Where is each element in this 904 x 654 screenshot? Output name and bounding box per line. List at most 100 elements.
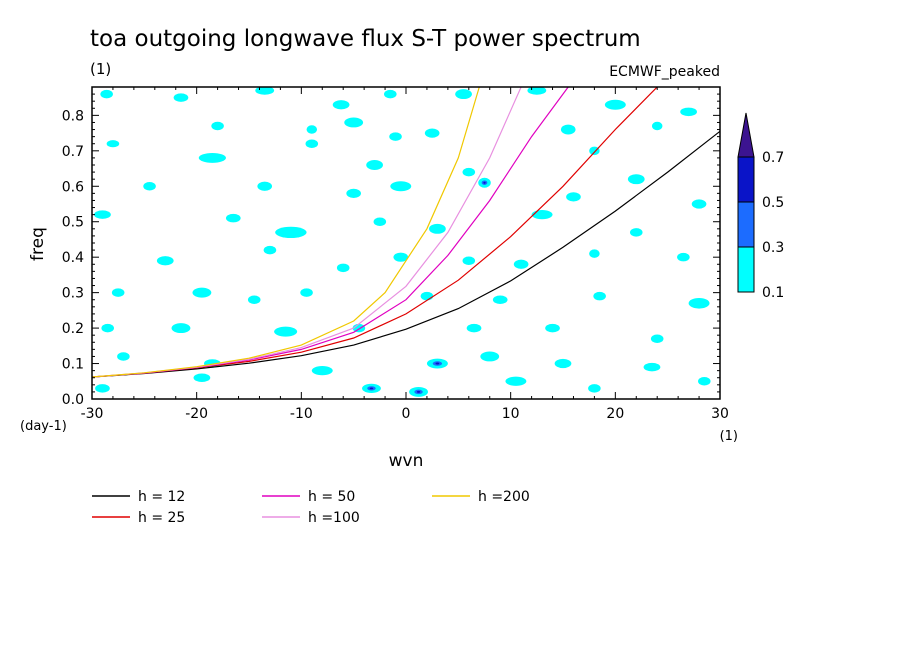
contour-blob — [257, 181, 273, 191]
contour-blob — [263, 245, 277, 255]
colorbar-segment — [737, 246, 755, 293]
chart-title: toa outgoing longwave flux S-T power spe… — [90, 26, 641, 52]
contour-blob-peak — [483, 181, 486, 184]
colorbar-segment — [737, 156, 755, 203]
contour-blob — [373, 217, 387, 226]
y-tick-label: 0.3 — [62, 286, 84, 302]
x-tick-label: -20 — [185, 406, 208, 422]
contour-blob — [677, 252, 690, 262]
colorbar-level-label: 0.1 — [762, 285, 784, 301]
contour-blob — [462, 256, 476, 265]
y-tick-label: 0.6 — [62, 179, 84, 195]
contour-blob — [691, 199, 707, 209]
contour-blob — [554, 358, 572, 369]
contour-blob — [101, 323, 114, 333]
contour-blob — [336, 263, 350, 273]
contour-blob — [589, 249, 600, 258]
contour-blob — [629, 228, 643, 237]
series-line — [92, 130, 720, 378]
x-tick-label: 30 — [711, 406, 729, 422]
contour-blob — [680, 107, 697, 117]
x-axis-label: wvn — [389, 451, 424, 471]
contour-blob — [604, 99, 626, 110]
series-line — [92, 87, 480, 378]
x-tick-label: 20 — [606, 406, 624, 422]
contour-blob — [311, 366, 333, 376]
contour-fill-layer — [94, 87, 711, 397]
legend-label: h =200 — [478, 489, 530, 505]
x-unit-label: (1) — [720, 429, 738, 444]
contour-blob — [513, 259, 529, 269]
colorbar-extend-triangle — [737, 112, 755, 158]
plot-area — [92, 87, 720, 399]
contour-blob — [531, 210, 553, 220]
contour-blob — [698, 377, 711, 386]
legend-label: h = 50 — [308, 489, 355, 505]
contour-blob — [156, 256, 174, 266]
contour-blob — [255, 87, 275, 95]
contour-blob — [588, 384, 601, 393]
contour-blob-peak — [416, 390, 421, 393]
y-tick-label: 0.5 — [62, 215, 84, 231]
x-tick-label: 0 — [402, 406, 411, 422]
chart-subtitle: (1) — [90, 60, 111, 78]
legend: h = 12 h = 25 h = 50 h =100 h =200 — [92, 489, 530, 526]
colorbar-level-label: 0.7 — [762, 150, 784, 166]
contour-blob — [117, 352, 130, 361]
contour-blob — [305, 139, 319, 148]
source-label: ECMWF_peaked — [609, 64, 720, 80]
contour-blob — [306, 125, 318, 134]
contour-blob — [346, 188, 361, 198]
contour-blob — [651, 121, 663, 131]
contour-blob — [560, 124, 576, 135]
y-tick-label: 0.2 — [62, 321, 84, 337]
contour-blob — [420, 291, 434, 301]
contour-blob — [688, 297, 710, 309]
y-unit-label: (day-1) — [20, 419, 67, 434]
contour-blob — [192, 287, 212, 298]
x-tick-label: -30 — [81, 406, 104, 422]
contour-blob — [143, 182, 156, 191]
contour-blob — [225, 213, 241, 223]
legend-label: h = 25 — [138, 510, 185, 526]
contour-blob — [466, 323, 482, 333]
contour-blob — [94, 210, 111, 219]
contour-blob — [455, 89, 472, 100]
contour-blob — [274, 326, 298, 337]
contour-blob — [429, 223, 446, 234]
y-tick-label: 0.8 — [62, 108, 84, 124]
contour-blob — [505, 376, 527, 386]
contour-blob — [384, 89, 397, 99]
contour-blob — [462, 167, 476, 177]
colorbar-level-label: 0.3 — [762, 240, 784, 256]
x-tick-label: -10 — [290, 406, 313, 422]
contour-blob — [527, 87, 547, 95]
contour-blob — [100, 89, 113, 99]
y-tick-label: 0.4 — [62, 250, 84, 266]
contour-blob — [389, 132, 402, 141]
y-tick-label: 0.7 — [62, 144, 84, 160]
colorbar-segment — [737, 201, 755, 248]
dispersion-curve-layer — [92, 87, 720, 378]
contour-blob — [480, 351, 500, 362]
contour-blob — [111, 288, 125, 297]
contour-blob — [211, 121, 224, 131]
contour-blob — [643, 362, 661, 372]
contour-blob — [545, 323, 560, 333]
contour-blob — [95, 384, 110, 393]
colorbar: 0.1 0.3 0.5 0.7 — [737, 112, 784, 301]
contour-blob — [492, 295, 508, 304]
legend-label: h =100 — [308, 510, 360, 526]
contour-blob — [627, 174, 645, 185]
contour-blob-peak — [369, 387, 374, 390]
colorbar-level-label: 0.5 — [762, 195, 784, 211]
contour-blob — [275, 226, 307, 239]
x-tick-label: 10 — [502, 406, 520, 422]
contour-blob — [424, 128, 440, 138]
contour-blob — [366, 160, 383, 170]
contour-blob — [650, 334, 664, 343]
contour-blob-peak — [435, 362, 440, 365]
contour-blob — [247, 295, 261, 304]
y-axis-label: freq — [28, 227, 48, 261]
